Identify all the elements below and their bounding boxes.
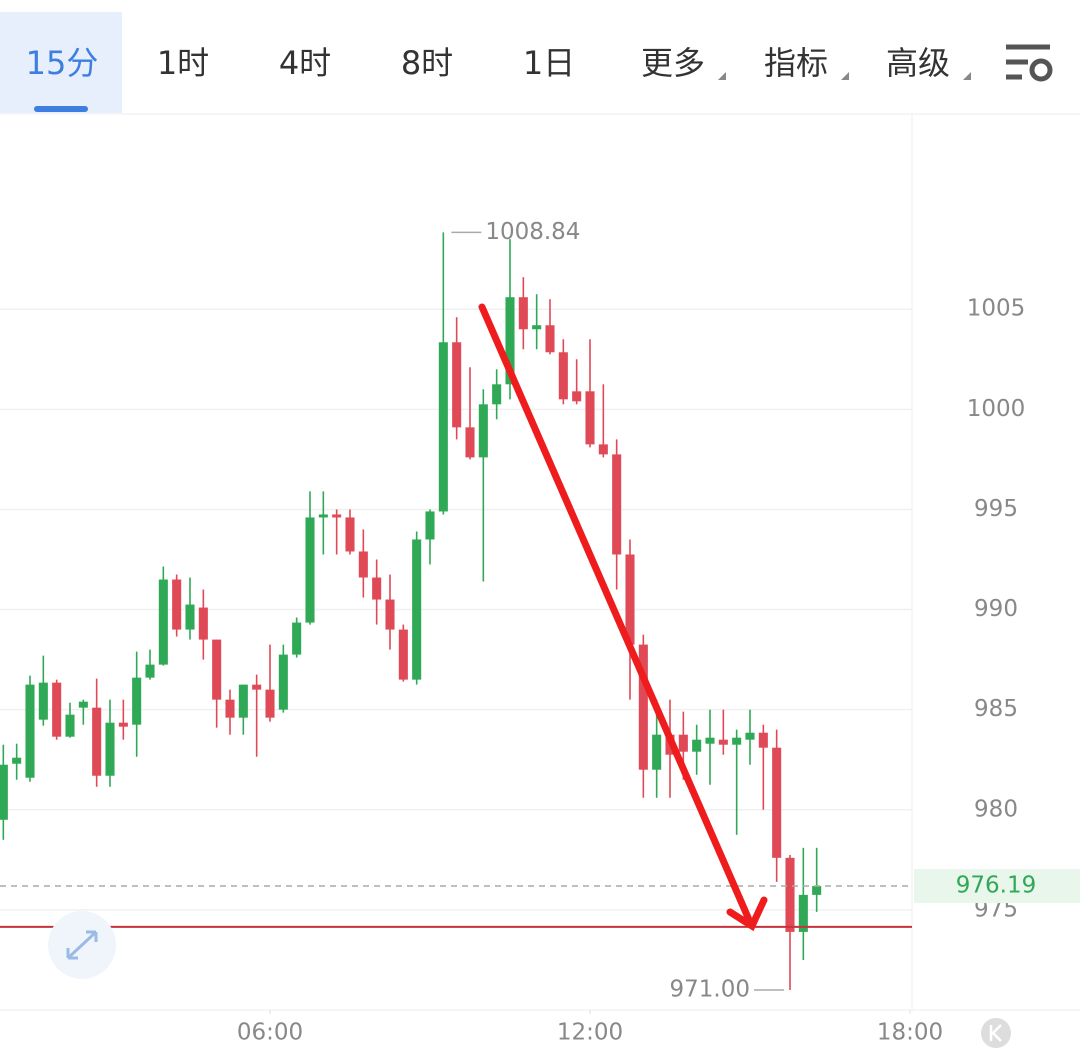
candle-body: [65, 714, 75, 737]
candle-body: [78, 701, 88, 708]
y-tick-label: 1000: [967, 396, 1026, 422]
y-tick-label: 995: [974, 496, 1018, 522]
candle-body: [385, 599, 395, 630]
candle-body: [732, 737, 742, 745]
candle-body: [38, 682, 48, 720]
candle-body: [292, 622, 302, 655]
scroll-end-button[interactable]: [981, 1018, 1011, 1048]
candle-body: [532, 325, 542, 330]
tab[interactable]: 4时: [279, 44, 331, 82]
low-marker-label: 971.00: [670, 976, 750, 1002]
tab[interactable]: 指标: [764, 44, 828, 82]
candle-body: [172, 579, 182, 630]
candle-body: [358, 551, 368, 578]
candle-body: [518, 297, 528, 330]
candle-body: [798, 894, 808, 932]
y-tick-label: 980: [974, 796, 1018, 822]
candle-body: [598, 444, 608, 455]
dropdown-caret: [718, 72, 726, 80]
tab[interactable]: 8时: [401, 44, 453, 82]
candle-body: [465, 427, 475, 458]
candle-body: [0, 764, 8, 820]
candle-body: [145, 664, 155, 678]
candle-body: [745, 732, 755, 740]
settings-icon[interactable]: [1006, 44, 1053, 82]
tab[interactable]: 1日: [523, 44, 575, 82]
last-price-label: 976.19: [956, 873, 1036, 899]
dropdown-caret: [963, 72, 971, 80]
candle-body: [185, 604, 195, 630]
candle-body: [558, 352, 568, 400]
dropdown-caret: [841, 72, 849, 80]
y-tick-label: 985: [974, 696, 1018, 722]
candle-body: [12, 757, 22, 764]
candle-body: [638, 644, 648, 770]
tab-indicator: [34, 106, 88, 112]
candle-body: [332, 514, 342, 518]
y-tick-label: 990: [974, 596, 1018, 622]
candle-body: [318, 514, 328, 518]
candle-body: [812, 886, 822, 895]
candle-body: [772, 747, 782, 858]
x-tick-label: 06:00: [237, 1020, 303, 1046]
candle-body: [785, 857, 795, 932]
candle-body: [132, 677, 142, 725]
candle-body: [572, 391, 582, 402]
candle-body: [25, 684, 35, 778]
tab[interactable]: 1时: [157, 44, 209, 82]
last-price-bg: [914, 869, 1080, 904]
high-marker-label: 1008.84: [485, 219, 580, 245]
tab[interactable]: 更多: [641, 44, 705, 82]
candle-body: [652, 734, 662, 770]
y-tick-label: 1005: [967, 296, 1026, 322]
candle-body: [372, 577, 382, 600]
tab[interactable]: 高级: [886, 44, 950, 82]
candle-body: [52, 682, 62, 737]
candle-body: [265, 689, 275, 718]
candle-body: [718, 739, 728, 745]
candle-body: [585, 391, 595, 445]
candle-body: [225, 699, 235, 718]
candle-body: [505, 297, 515, 385]
candle-body: [92, 707, 102, 776]
candle-body: [692, 739, 702, 752]
candle-body: [252, 684, 262, 690]
candle-body: [612, 454, 622, 555]
candle-body: [452, 342, 462, 428]
candle-body: [118, 722, 128, 727]
candle-body: [398, 629, 408, 680]
candle-body: [105, 722, 115, 776]
candle-body: [758, 732, 768, 748]
candle-body: [678, 734, 688, 752]
candle-body: [305, 517, 315, 623]
candle-body: [412, 539, 422, 680]
candle-body: [238, 684, 248, 718]
candle-body: [345, 517, 355, 552]
candle-body: [492, 384, 502, 405]
candle-body: [545, 325, 555, 353]
tab[interactable]: 15分: [26, 44, 99, 82]
expand-button[interactable]: [48, 911, 116, 979]
trend-arrow: [478, 303, 768, 932]
tab-selected-bg: [0, 12, 122, 113]
candle-body: [278, 654, 288, 710]
x-tick-label: 18:00: [877, 1020, 943, 1046]
x-tick-label: 12:00: [557, 1020, 623, 1046]
candle-body: [625, 554, 635, 645]
candle-body: [425, 511, 435, 540]
candle-body: [478, 404, 488, 458]
candle-body: [158, 579, 168, 665]
candle-body: [212, 639, 222, 700]
candle-body: [438, 342, 448, 512]
candle-body: [705, 737, 715, 744]
candle-body: [198, 607, 208, 640]
